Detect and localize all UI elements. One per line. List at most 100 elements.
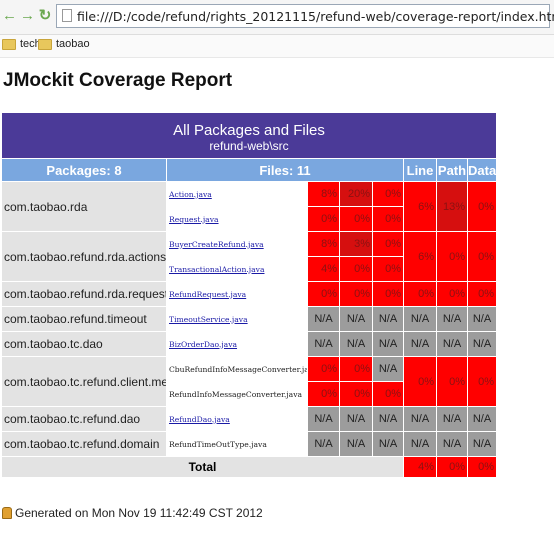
- package-data-coverage: 0%: [467, 231, 497, 282]
- address-bar[interactable]: file:///D:/code/refund/rights_20121115/r…: [56, 4, 554, 28]
- folder-icon: [2, 38, 16, 50]
- total-label: Total: [1, 456, 404, 478]
- file-path-coverage: 0%: [339, 381, 373, 407]
- jmockit-logo-icon: [2, 507, 12, 519]
- packages-header: Packages: 8: [1, 158, 167, 182]
- file-link[interactable]: RefundDao.java: [169, 414, 230, 424]
- banner-title: All Packages and Files: [173, 121, 325, 139]
- package-line-coverage: 6%: [403, 181, 437, 232]
- package-name: com.taobao.tc.refund.domain: [1, 431, 167, 457]
- package-name: com.taobao.tc.refund.client.message: [1, 356, 167, 407]
- file-line-coverage: 0%: [307, 206, 340, 232]
- file-path-coverage: 0%: [339, 206, 373, 232]
- package-name: com.taobao.refund.rda.requests: [1, 281, 167, 307]
- package-name: com.taobao.tc.refund.dao: [1, 406, 167, 432]
- file-path-coverage: 20%: [339, 181, 373, 207]
- file-path-coverage: 3%: [339, 231, 373, 257]
- generated-footer: Generated on Mon Nov 19 11:42:49 CST 201…: [2, 506, 263, 520]
- file-data-coverage: N/A: [372, 431, 404, 457]
- table-row: com.taobao.refund.rda.actions BuyerCreate…: [1, 231, 497, 282]
- file-line-coverage: N/A: [307, 306, 340, 332]
- bookmark-label: taobao: [56, 38, 90, 50]
- file-link[interactable]: TimeoutService.java: [169, 314, 248, 324]
- table-row: com.taobao.rda Action.java 8% 20% 0% 6% 13% 0%: [1, 181, 497, 232]
- file-cell: RefundInfoMessageConverter.java: [166, 381, 308, 407]
- line-header: Line: [403, 158, 437, 182]
- file-name: RefundTimeOutType.java: [169, 439, 267, 449]
- file-cell: RefundTimeOutType.java: [166, 431, 308, 457]
- package-path-coverage: 0%: [436, 281, 468, 307]
- generated-text: Generated on Mon Nov 19 11:42:49 CST 201…: [15, 506, 263, 520]
- file-link[interactable]: BuyerCreateRefund.java: [169, 239, 264, 249]
- file-cell: TransactionalAction.java: [166, 256, 308, 282]
- bookmark-label: tech: [20, 38, 41, 50]
- package-data-coverage: 0%: [467, 181, 497, 232]
- reload-icon[interactable]: ↻: [38, 7, 52, 24]
- package-data-coverage: 0%: [467, 356, 497, 407]
- file-link[interactable]: RefundRequest.java: [169, 289, 247, 299]
- table-row: com.taobao.tc.refund.dao RefundDao.java N/…: [1, 406, 497, 432]
- file-link[interactable]: Action.java: [169, 189, 212, 199]
- file-cell: BuyerCreateRefund.java: [166, 231, 308, 257]
- file-data-coverage: 0%: [372, 231, 404, 257]
- package-name: com.taobao.refund.timeout: [1, 306, 167, 332]
- file-line-coverage: 0%: [307, 381, 340, 407]
- file-line-coverage: 0%: [307, 356, 340, 382]
- folder-icon: [38, 38, 52, 50]
- banner-subtitle: refund-web\src: [209, 138, 289, 153]
- table-row: TransactionalAction.java 4% 0% 0%: [2, 256, 497, 282]
- file-cell: TimeoutService.java: [166, 306, 308, 332]
- total-row: Total 4% 0% 0%: [1, 456, 497, 478]
- package-name: com.taobao.refund.rda.actions: [1, 231, 167, 282]
- back-arrow-icon[interactable]: ←: [2, 7, 17, 24]
- file-data-coverage: 0%: [372, 206, 404, 232]
- forward-arrow-icon[interactable]: →: [20, 7, 35, 24]
- file-path-coverage: N/A: [339, 306, 373, 332]
- address-url[interactable]: file:///D:/code/refund/rights_20121115/r…: [77, 9, 554, 24]
- package-path-coverage: 0%: [436, 356, 468, 407]
- package-line-coverage: 6%: [403, 231, 437, 282]
- file-line-coverage: N/A: [307, 406, 340, 432]
- package-name: com.taobao.rda: [1, 181, 167, 232]
- table-row: Request.java 0% 0% 0%: [2, 206, 497, 232]
- coverage-table: All Packages and Files refund-web\src Pa…: [1, 112, 497, 478]
- package-line-coverage: N/A: [403, 331, 437, 357]
- package-line-coverage: N/A: [403, 406, 437, 432]
- package-data-coverage: N/A: [467, 306, 497, 332]
- file-line-coverage: 8%: [307, 231, 340, 257]
- path-header: Path: [436, 158, 468, 182]
- package-path-coverage: 13%: [436, 181, 468, 232]
- data-header: Data: [467, 158, 497, 182]
- file-data-coverage: 0%: [372, 381, 404, 407]
- file-link[interactable]: TransactionalAction.java: [169, 264, 265, 274]
- package-data-coverage: N/A: [467, 406, 497, 432]
- file-link[interactable]: BizOrderDao.java: [169, 339, 238, 349]
- package-path-coverage: N/A: [436, 406, 468, 432]
- package-data-coverage: N/A: [467, 331, 497, 357]
- file-cell: BizOrderDao.java: [166, 331, 308, 357]
- package-data-coverage: 0%: [467, 281, 497, 307]
- page-title: JMockit Coverage Report: [3, 70, 233, 91]
- file-data-coverage: N/A: [372, 306, 404, 332]
- table-row: com.taobao.tc.dao BizOrderDao.java N/A N/A N…: [1, 331, 497, 357]
- file-path-coverage: N/A: [339, 406, 373, 432]
- files-header: Files: 11: [166, 158, 404, 182]
- package-line-coverage: N/A: [403, 306, 437, 332]
- bookmark-taobao[interactable]: taobao: [38, 38, 90, 50]
- file-data-coverage: 0%: [372, 256, 404, 282]
- table-row: RefundInfoMessageConverter.java 0% 0% 0%: [2, 381, 497, 407]
- file-path-coverage: 0%: [339, 356, 373, 382]
- package-path-coverage: N/A: [436, 306, 468, 332]
- file-line-coverage: N/A: [307, 331, 340, 357]
- table-row: com.taobao.tc.refund.client.messageCbuRe…: [1, 356, 497, 407]
- package-name: com.taobao.tc.dao: [1, 331, 167, 357]
- package-path-coverage: 0%: [436, 231, 468, 282]
- file-path-coverage: N/A: [339, 431, 373, 457]
- bookmark-tech[interactable]: tech: [2, 38, 41, 50]
- file-link[interactable]: Request.java: [169, 214, 219, 224]
- package-line-coverage: 0%: [403, 281, 437, 307]
- package-data-coverage: N/A: [467, 431, 497, 457]
- package-path-coverage: N/A: [436, 331, 468, 357]
- package-line-coverage: N/A: [403, 431, 437, 457]
- file-path-coverage: 0%: [339, 281, 373, 307]
